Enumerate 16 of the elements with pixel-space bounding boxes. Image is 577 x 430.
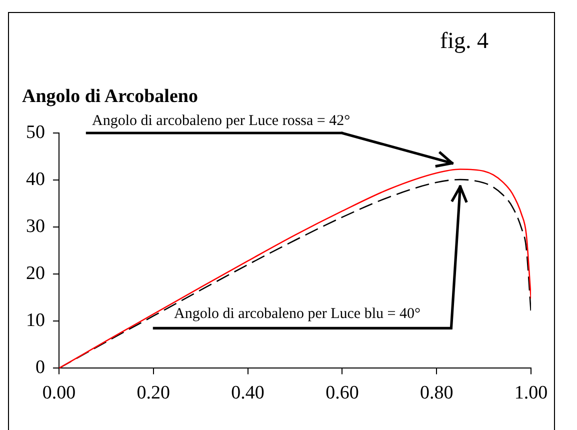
y-tick-label: 10 [26, 310, 45, 332]
x-tick-label: 0.00 [42, 382, 76, 404]
y-tick-label: 30 [26, 216, 45, 238]
caption: fig. 4 [440, 28, 489, 54]
y-tick-label: 40 [26, 169, 45, 190]
x-tick-label: 0.20 [136, 382, 170, 404]
chart-title: Angolo di Arcobaleno [22, 86, 198, 108]
x-tick-label: 1.00 [514, 382, 548, 404]
y-tick-label: 50 [26, 122, 45, 143]
x-tick-label: 0.60 [326, 382, 359, 404]
x-tick-label: 0.80 [420, 382, 454, 404]
text: Angolo di arcobaleno per Luce rossa = 42° [92, 113, 350, 129]
x-tick-label: 0.40 [231, 382, 264, 404]
y-tick-label: 20 [26, 263, 45, 284]
annotation: Angolo di arcobaleno per Luce blu = 40° [174, 306, 420, 322]
y-tick-label: 0 [36, 357, 45, 378]
